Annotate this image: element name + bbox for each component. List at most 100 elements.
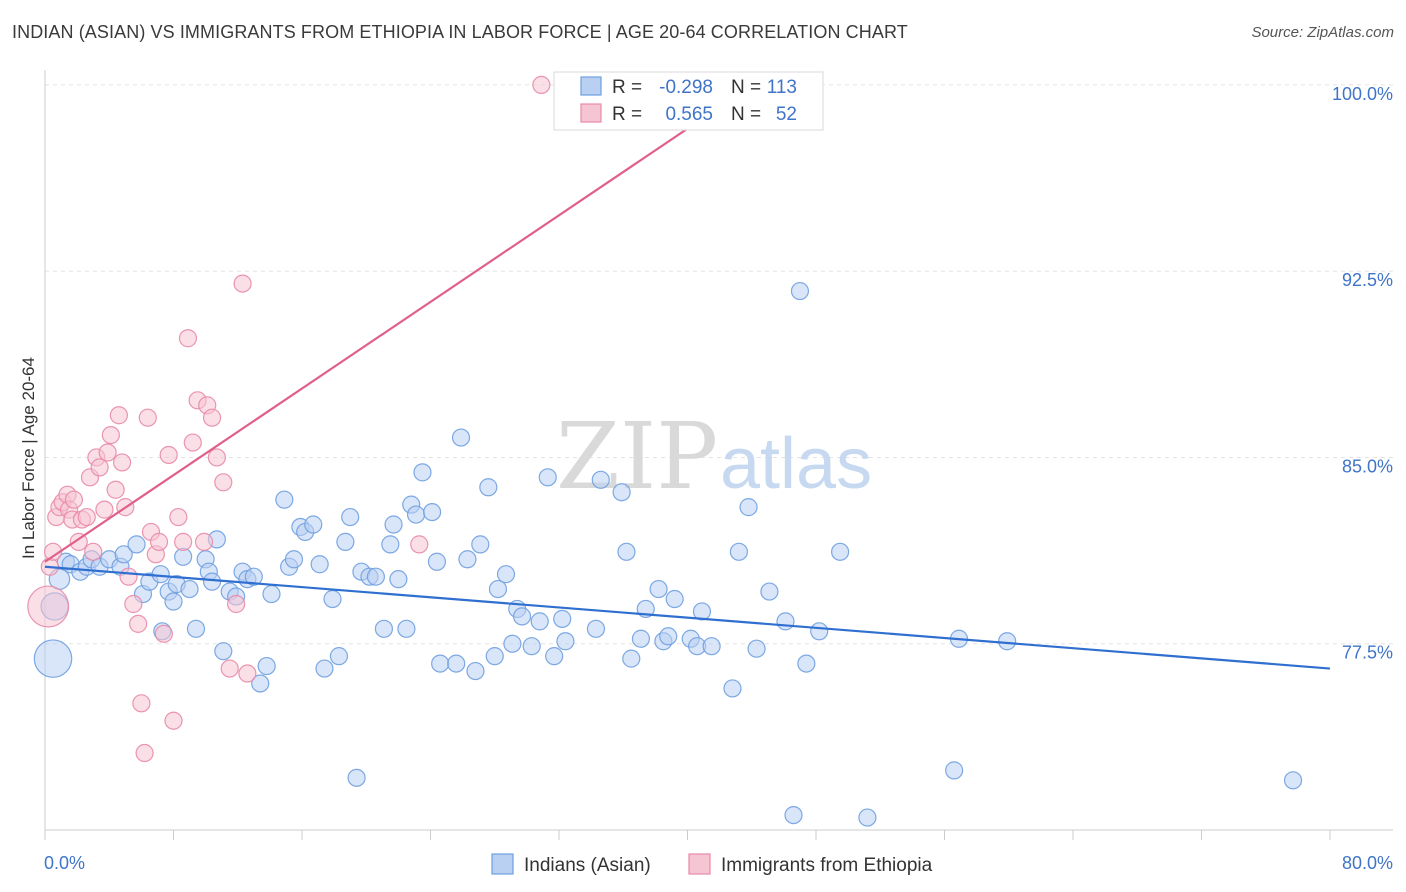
legend-r-label-1: R = bbox=[612, 77, 642, 98]
point-indians bbox=[114, 545, 133, 564]
point-ethiopia bbox=[98, 443, 117, 462]
y-tick-label: 77.5% bbox=[1342, 643, 1393, 663]
point-ethiopia bbox=[135, 743, 154, 763]
point-indians bbox=[723, 679, 742, 698]
point-indians bbox=[329, 647, 349, 666]
point-indians bbox=[186, 619, 206, 638]
point-indians bbox=[522, 637, 541, 656]
point-ethiopia bbox=[410, 535, 429, 554]
point-indians bbox=[830, 542, 850, 561]
legend-r-value-1: -0.298 bbox=[659, 77, 713, 98]
point-indians bbox=[617, 542, 636, 561]
bottom-legend-swatch-ethiopia bbox=[688, 853, 711, 875]
point-indians bbox=[692, 602, 712, 621]
point-ethiopia bbox=[174, 532, 193, 551]
legend-n-label-1: N = bbox=[731, 77, 761, 98]
point-indians bbox=[127, 535, 146, 554]
bottom-legend-swatch-indians bbox=[491, 853, 514, 875]
point-ethiopia bbox=[164, 711, 183, 730]
watermark: ZIP atlas bbox=[556, 403, 872, 510]
point-ethiopia bbox=[119, 567, 138, 586]
point-indians bbox=[810, 622, 829, 641]
point-indians bbox=[244, 567, 263, 586]
point-indians bbox=[284, 550, 304, 569]
point-indians bbox=[275, 490, 294, 509]
point-indians bbox=[33, 639, 73, 678]
point-ethiopia bbox=[77, 507, 96, 527]
y-tick-label: 100.0% bbox=[1332, 84, 1393, 104]
point-indians bbox=[485, 647, 504, 666]
point-indians bbox=[458, 550, 477, 569]
point-ethiopia bbox=[101, 425, 120, 445]
point-ethiopia bbox=[220, 659, 239, 678]
point-indians bbox=[622, 649, 641, 668]
point-ethiopia bbox=[109, 406, 128, 425]
point-ethiopia bbox=[202, 408, 222, 427]
point-indians bbox=[381, 535, 400, 554]
point-indians bbox=[545, 647, 564, 666]
point-indians bbox=[315, 659, 334, 678]
point-indians bbox=[612, 483, 631, 502]
point-indians bbox=[423, 502, 442, 522]
legend-r-label-2: R = bbox=[612, 104, 642, 125]
point-indians bbox=[336, 532, 355, 551]
point-indians bbox=[431, 654, 450, 673]
point-ethiopia bbox=[112, 453, 132, 472]
point-indians bbox=[649, 579, 668, 599]
point-indians bbox=[553, 609, 572, 628]
legend-n-label-2: N = bbox=[731, 104, 761, 125]
point-indians bbox=[1283, 771, 1303, 790]
point-indians bbox=[790, 281, 810, 301]
point-indians bbox=[747, 639, 766, 658]
point-indians bbox=[530, 612, 549, 631]
point-ethiopia bbox=[154, 624, 173, 643]
point-indians bbox=[729, 542, 749, 561]
point-ethiopia bbox=[69, 532, 88, 551]
point-indians bbox=[998, 632, 1017, 651]
y-tick-label: 92.5% bbox=[1342, 270, 1393, 290]
chart-title: INDIAN (ASIAN) VS IMMIGRANTS FROM ETHIOP… bbox=[12, 22, 908, 42]
point-indians bbox=[702, 637, 721, 656]
point-indians bbox=[784, 805, 803, 825]
y-tick-label: 85.0% bbox=[1342, 456, 1393, 476]
point-indians bbox=[341, 507, 360, 527]
point-indians bbox=[310, 555, 329, 574]
point-ethiopia bbox=[233, 274, 252, 293]
legend-box: R = -0.298 N = 113 R = 0.565 N = 52 bbox=[553, 71, 824, 131]
point-ethiopia bbox=[207, 448, 226, 467]
y-tick-labels: 77.5% 85.0% 92.5% 100.0% bbox=[1332, 84, 1393, 663]
point-ethiopia bbox=[106, 480, 125, 499]
point-indians bbox=[659, 627, 678, 646]
point-indians bbox=[406, 505, 426, 524]
point-indians bbox=[451, 428, 471, 447]
point-ethiopia bbox=[238, 664, 257, 683]
point-ethiopia bbox=[159, 445, 178, 465]
point-indians bbox=[251, 674, 270, 693]
point-ethiopia bbox=[95, 500, 114, 519]
point-indians bbox=[556, 632, 575, 651]
point-indians bbox=[413, 463, 432, 482]
point-indians bbox=[466, 661, 485, 681]
point-indians bbox=[257, 656, 276, 676]
points-layer bbox=[27, 75, 1303, 827]
point-indians bbox=[739, 498, 758, 517]
bottom-legend-label-ethiopia: Immigrants from Ethiopia bbox=[721, 855, 933, 876]
y-axis-title: In Labor Force | Age 20-64 bbox=[19, 357, 38, 559]
point-indians bbox=[586, 619, 606, 638]
watermark-zip: ZIP bbox=[556, 403, 718, 510]
point-indians bbox=[366, 567, 385, 586]
legend-swatch-ethiopia bbox=[580, 103, 602, 123]
trend-layer bbox=[44, 121, 1331, 670]
point-indians bbox=[488, 579, 508, 599]
legend-n-value-2: 52 bbox=[776, 104, 797, 125]
point-indians bbox=[665, 589, 684, 609]
point-ethiopia bbox=[178, 329, 198, 348]
point-ethiopia bbox=[169, 507, 188, 527]
point-indians bbox=[797, 654, 816, 673]
axes bbox=[44, 70, 1393, 840]
point-indians bbox=[384, 515, 403, 534]
legend-n-value-1: 113 bbox=[767, 77, 797, 98]
point-ethiopia bbox=[149, 532, 169, 551]
bottom-legend: Indians (Asian) Immigrants from Ethiopia bbox=[491, 853, 933, 876]
